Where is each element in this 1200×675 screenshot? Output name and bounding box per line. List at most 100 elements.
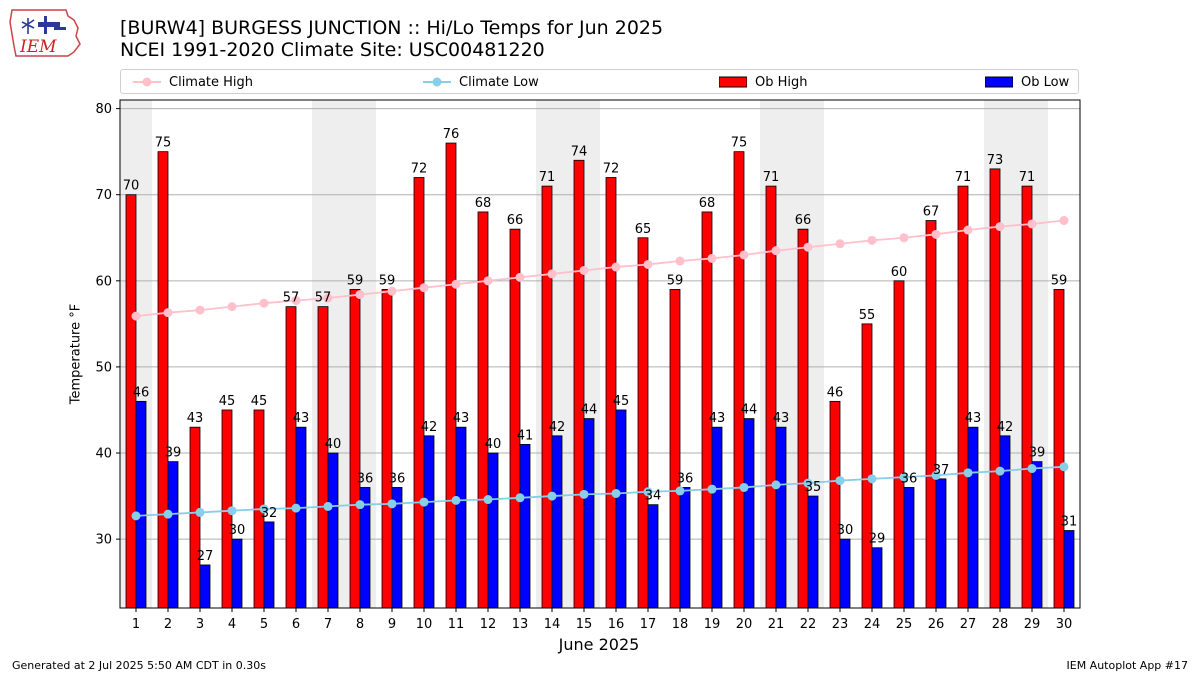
data-label-ob-high: 65 — [635, 222, 652, 237]
x-tick-label: 11 — [448, 617, 465, 632]
bar-ob-high — [989, 168, 1001, 609]
legend-label-climate-high: Climate High — [169, 74, 254, 90]
bar-ob-high — [509, 228, 521, 609]
bar-ob-high — [829, 400, 841, 609]
data-label-ob-low: 42 — [549, 420, 566, 435]
data-label-ob-high: 76 — [443, 127, 460, 142]
bar-ob-high — [413, 177, 425, 609]
data-label-ob-low: 32 — [261, 506, 278, 521]
data-label-ob-high: 71 — [539, 170, 556, 185]
x-tick-label: 3 — [196, 617, 204, 632]
bar-ob-high — [541, 185, 553, 609]
climate-low-point — [739, 482, 749, 492]
climate-low-point — [611, 488, 621, 498]
x-tick-label: 17 — [640, 617, 657, 632]
data-label-ob-high: 59 — [379, 273, 396, 288]
plot-frame — [119, 99, 1081, 609]
data-label-ob-low: 46 — [133, 385, 150, 400]
bar-ob-low — [967, 426, 979, 609]
data-label-ob-high: 67 — [923, 205, 940, 220]
climate-high-point — [1059, 216, 1069, 226]
x-tick-label: 16 — [608, 617, 625, 632]
x-tick-label: 1 — [132, 617, 140, 632]
chart-legend: Climate High Climate Low Ob High Ob Low — [120, 69, 1079, 94]
bar-ob-low — [519, 444, 531, 609]
data-label-ob-low: 39 — [165, 446, 182, 461]
data-label-ob-high: 66 — [795, 213, 812, 228]
legend-swatch-red — [719, 76, 747, 88]
climate-high-point — [1027, 219, 1037, 229]
climate-high-point — [867, 235, 877, 245]
bar-ob-high — [733, 151, 745, 609]
data-label-ob-low: 41 — [517, 428, 534, 443]
climate-high-line — [135, 219, 1065, 318]
data-label-ob-low: 35 — [805, 480, 822, 495]
data-label-ob-low: 30 — [837, 523, 854, 538]
climate-high-point — [419, 283, 429, 293]
climate-high-point — [611, 262, 621, 272]
bar-ob-high — [381, 289, 393, 609]
bar-ob-low — [487, 452, 499, 609]
data-label-ob-low: 36 — [389, 471, 406, 486]
data-label-ob-high: 46 — [827, 385, 844, 400]
climate-low-point — [1027, 464, 1037, 474]
footer-generated-text: Generated at 2 Jul 2025 5:50 AM CDT in 0… — [12, 659, 266, 672]
data-label-ob-low: 43 — [709, 411, 726, 426]
x-tick-label: 8 — [356, 617, 364, 632]
climate-high-point — [643, 259, 653, 269]
x-tick-label: 14 — [544, 617, 561, 632]
data-label-ob-low: 43 — [965, 411, 982, 426]
legend-label-ob-low: Ob Low — [1021, 74, 1070, 90]
data-label-ob-low: 40 — [325, 437, 342, 452]
climate-high-point — [707, 253, 717, 263]
climate-high-point — [163, 308, 173, 318]
data-label-ob-high: 43 — [187, 411, 204, 426]
bar-ob-high — [893, 280, 905, 609]
x-tick-label: 7 — [324, 617, 332, 632]
bar-ob-high — [701, 211, 713, 609]
climate-low-point — [227, 506, 237, 516]
bar-ob-low — [679, 487, 691, 609]
data-label-ob-low: 43 — [773, 411, 790, 426]
climate-low-point — [643, 487, 653, 497]
bar-ob-high — [1053, 289, 1065, 609]
x-tick-label: 6 — [292, 617, 300, 632]
bar-ob-high — [637, 237, 649, 609]
bar-ob-low — [711, 426, 723, 609]
iem-logo: IEM — [8, 6, 84, 60]
y-tick-label: 60 — [95, 274, 112, 289]
climate-low-point — [451, 495, 461, 505]
climate-high-point — [195, 305, 205, 315]
climate-high-point — [483, 276, 493, 286]
data-label-ob-high: 68 — [699, 196, 716, 211]
bar-ob-low — [231, 538, 243, 609]
data-label-ob-low: 30 — [229, 523, 246, 538]
climate-high-point — [963, 225, 973, 235]
y-tick-label: 70 — [95, 188, 112, 203]
x-tick-label: 27 — [960, 617, 977, 632]
bar-ob-low — [455, 426, 467, 609]
climate-low-point — [419, 497, 429, 507]
bar-ob-low — [551, 435, 563, 609]
bar-ob-low — [167, 461, 179, 609]
climate-high-point — [675, 256, 685, 266]
bar-ob-high — [669, 289, 681, 609]
bar-ob-low — [807, 495, 819, 609]
bar-ob-low — [327, 452, 339, 609]
data-label-ob-low: 29 — [869, 532, 886, 547]
data-label-ob-low: 42 — [997, 420, 1014, 435]
legend-line-marker-pink — [133, 77, 161, 87]
x-tick-label: 21 — [768, 617, 785, 632]
data-label-ob-high: 75 — [731, 136, 748, 151]
legend-label-ob-high: Ob High — [755, 74, 808, 90]
climate-low-point — [579, 489, 589, 499]
bar-ob-low — [199, 564, 211, 609]
y-tick-label: 80 — [95, 102, 112, 117]
climate-high-point — [515, 272, 525, 282]
bar-ob-low — [743, 418, 755, 609]
x-axis-label: June 2025 — [558, 635, 640, 654]
climate-low-point — [163, 509, 173, 519]
x-tick-label: 13 — [512, 617, 529, 632]
bar-ob-high — [189, 426, 201, 609]
bar-ob-low — [135, 400, 147, 609]
